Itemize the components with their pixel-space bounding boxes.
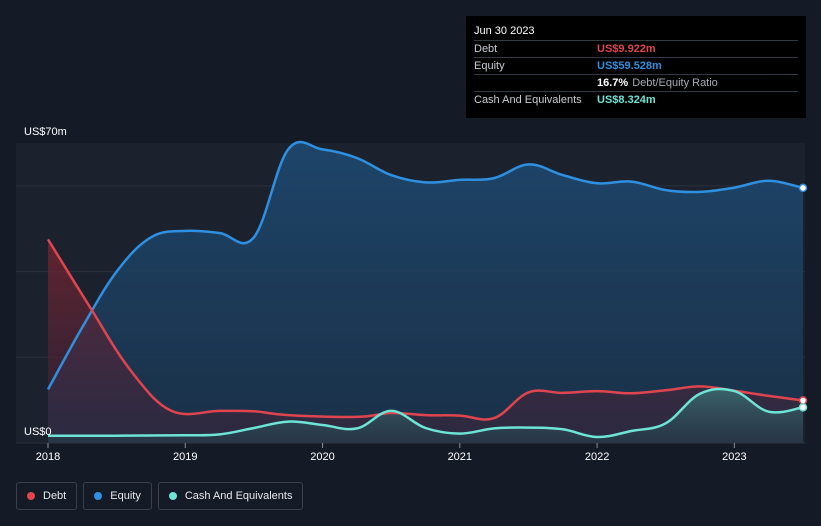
equity-area [48, 142, 803, 443]
cash-end-marker[interactable] [798, 403, 808, 412]
y-axis-max-label: US$70m [24, 126, 67, 138]
x-tick-label: 2018 [36, 451, 60, 463]
series-areas [48, 142, 803, 443]
series-lines [46, 140, 804, 439]
legend-item-equity[interactable]: Equity [83, 482, 152, 510]
end-markers [798, 183, 808, 412]
tooltip-cash-label: Cash And Equivalents [474, 94, 582, 106]
tooltip-debt-value: US$9.922m [597, 43, 656, 55]
tooltip-equity-label: Equity [474, 60, 505, 72]
debt-end-marker[interactable] [798, 396, 808, 405]
data-tooltip: Jun 30 2023 Debt US$9.922m Equity US$59.… [466, 16, 806, 118]
legend-item-cash[interactable]: Cash And Equivalents [157, 482, 304, 510]
cash-dot-icon [168, 492, 177, 500]
tooltip-cash-value: US$8.324m [597, 94, 656, 106]
tooltip-row-ratio: 16.7% Debt/Equity Ratio [474, 74, 798, 91]
chart-legend: Debt Equity Cash And Equivalents [16, 482, 304, 510]
tooltip-row-debt: Debt US$9.922m [474, 40, 798, 57]
legend-item-debt[interactable]: Debt [16, 482, 78, 510]
y-axis-min-label: US$0 [24, 426, 52, 438]
equity-dot-icon [94, 492, 103, 500]
debt-dot-icon [27, 492, 35, 500]
equity-end-marker[interactable] [798, 183, 808, 193]
x-tick-label: 2020 [310, 451, 334, 463]
tooltip-ratio-label: Debt/Equity Ratio [632, 77, 718, 89]
tooltip-row-equity: Equity US$59.528m [474, 57, 798, 74]
tooltip-date: Jun 30 2023 [474, 25, 535, 37]
legend-cash-label: Cash And Equivalents [184, 490, 293, 502]
x-tick-label: 2023 [722, 451, 746, 463]
cash-line [47, 387, 804, 439]
x-axis-ticks: 2018 2019 2020 2021 2022 2023 [36, 443, 747, 463]
debt-line [46, 238, 804, 421]
tooltip-equity-value: US$59.528m [597, 60, 662, 72]
x-tick-label: 2021 [448, 451, 472, 463]
tooltip-ratio-spacer [474, 75, 597, 91]
x-tick-label: 2019 [173, 451, 197, 463]
legend-debt-label: Debt [43, 490, 67, 502]
cash-area [48, 388, 803, 443]
tooltip-row-cash: Cash And Equivalents US$8.324m [474, 91, 798, 108]
tooltip-debt-label: Debt [474, 43, 498, 55]
equity-line [46, 140, 804, 391]
tooltip-ratio-value: 16.7% [597, 77, 629, 89]
x-tick-label: 2022 [585, 451, 609, 463]
legend-equity-label: Equity [110, 490, 141, 502]
